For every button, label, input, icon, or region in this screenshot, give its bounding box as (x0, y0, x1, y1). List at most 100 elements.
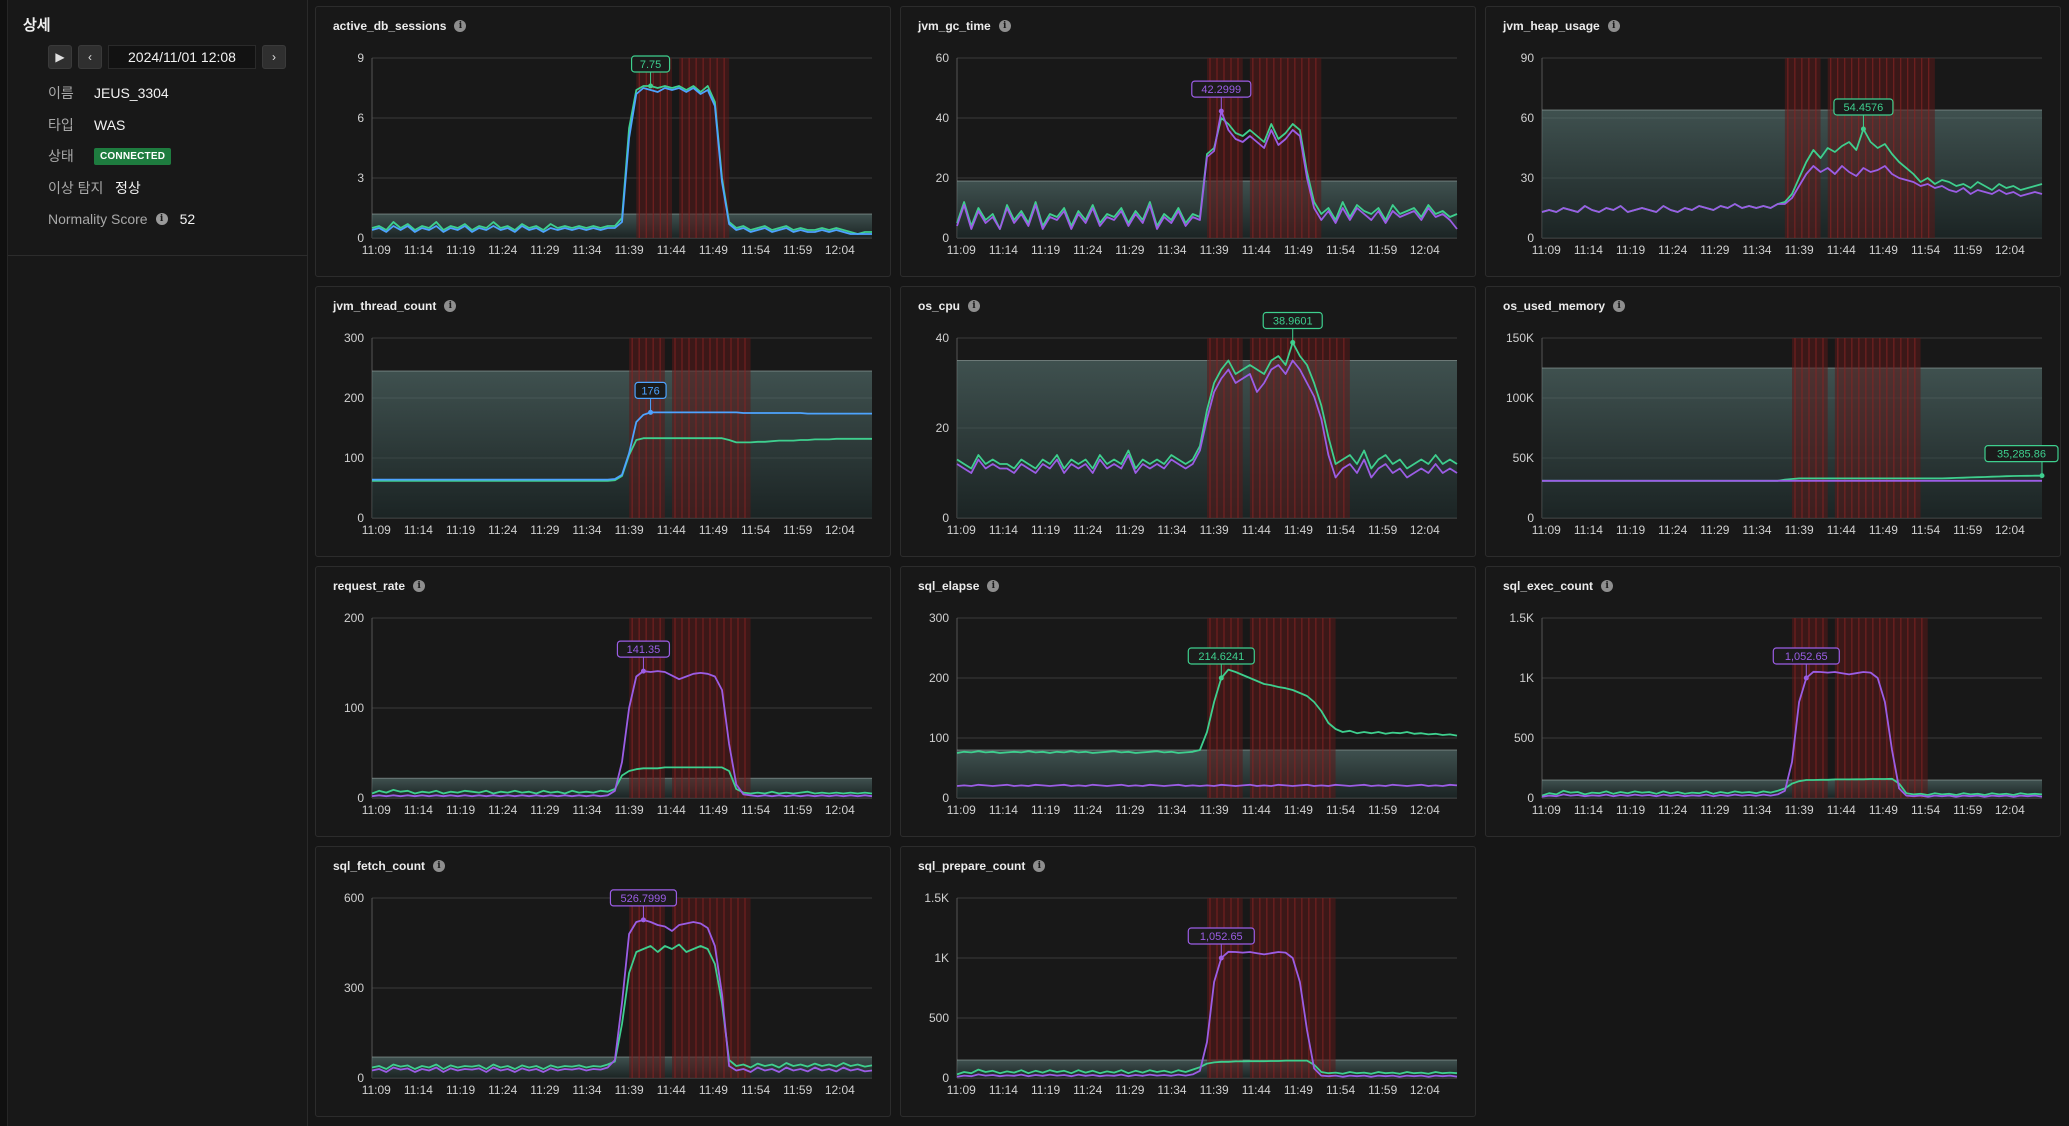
previous-button[interactable]: ‹ (78, 45, 102, 69)
y-tick-label: 6 (357, 111, 364, 125)
x-tick-label: 11:44 (1242, 523, 1271, 537)
x-tick-label: 12:04 (825, 1083, 855, 1097)
x-tick-label: 12:04 (825, 523, 855, 537)
y-tick-label: 0 (942, 791, 949, 805)
play-icon: ▶ (55, 50, 65, 64)
y-tick-label: 100 (929, 731, 949, 745)
x-tick-label: 11:59 (783, 523, 812, 537)
y-tick-label: 90 (1521, 51, 1535, 65)
x-tick-label: 11:29 (530, 243, 559, 257)
peak-point (1860, 126, 1866, 132)
series-line-1 (956, 668, 1458, 754)
peak-point (648, 409, 654, 415)
x-tick-label: 11:19 (446, 243, 475, 257)
play-button[interactable]: ▶ (48, 45, 72, 69)
x-tick-label: 11:54 (1911, 243, 1940, 257)
chart-svg: 0 500 1K 1.5K 11:09 11:14 11:19 11:24 11:29 11:34… (1509, 611, 2043, 817)
name-label: 이름 (48, 85, 74, 101)
series-line-2 (956, 783, 1458, 787)
info-icon[interactable]: i (454, 20, 467, 32)
x-tick-label: 12:04 (1995, 243, 2025, 257)
info-icon[interactable]: i (1607, 20, 1620, 32)
y-tick-label: 0 (942, 511, 949, 525)
x-tick-label: 11:14 (404, 243, 433, 257)
x-tick-label: 11:34 (1742, 523, 1771, 537)
peak-tooltip (1262, 311, 1323, 330)
y-tick-label: 30 (1521, 171, 1535, 185)
peak-value-label: 214.6241 (1198, 651, 1244, 663)
y-tick-label: 300 (344, 331, 364, 345)
x-tick-label: 11:24 (1073, 803, 1102, 817)
info-icon[interactable]: i (998, 20, 1011, 32)
series-line-2 (372, 411, 872, 481)
info-icon[interactable]: i (444, 300, 457, 312)
anomaly-region (1207, 898, 1243, 1078)
series-line-1 (1541, 777, 2043, 797)
y-tick-label: 0 (942, 1071, 949, 1085)
x-tick-label: 11:54 (741, 1083, 770, 1097)
series-line-1 (371, 943, 873, 1070)
series-line-1 (371, 766, 873, 795)
x-tick-label: 12:04 (1410, 243, 1440, 257)
info-icon[interactable]: i (1601, 580, 1614, 592)
x-tick-label: 11:29 (1115, 243, 1144, 257)
x-tick-label: 11:09 (947, 243, 976, 257)
y-tick-label: 0 (357, 511, 364, 525)
anomaly-region (629, 898, 665, 1078)
y-tick-label: 1.5K (924, 891, 949, 905)
info-icon[interactable]: i (433, 860, 446, 872)
peak-value-label: 1,052.65 (1785, 651, 1828, 663)
x-tick-label: 11:29 (530, 1083, 559, 1097)
y-tick-label: 200 (344, 391, 364, 405)
anomaly-region (1249, 898, 1336, 1078)
anomaly-region (672, 338, 751, 518)
info-icon[interactable]: i (1613, 300, 1626, 312)
x-tick-label: 11:44 (1242, 1083, 1271, 1097)
peak-point (640, 917, 646, 923)
x-tick-label: 11:24 (1658, 243, 1687, 257)
x-tick-label: 11:09 (362, 523, 391, 537)
peak-point (1290, 340, 1296, 345)
x-tick-label: 11:09 (1532, 803, 1561, 817)
x-tick-label: 12:04 (1410, 1083, 1440, 1097)
series-line-2 (371, 87, 872, 235)
normality-row: Normality Score i 52 (48, 211, 195, 227)
y-tick-label: 20 (936, 421, 950, 435)
panel-title: sql_elapse i (918, 579, 1000, 593)
info-icon[interactable]: i (987, 580, 1000, 592)
anomaly-region (1249, 58, 1322, 238)
x-tick-label: 11:14 (989, 803, 1018, 817)
peak-point (640, 668, 646, 674)
next-button[interactable]: › (262, 45, 286, 69)
y-tick-label: 0 (942, 231, 949, 245)
info-icon[interactable]: i (155, 213, 168, 225)
x-tick-label: 11:24 (1073, 243, 1102, 257)
y-tick-label: 0 (357, 1071, 364, 1085)
left-edge-strip (0, 0, 8, 1126)
info-icon[interactable]: i (1033, 860, 1046, 872)
x-tick-label: 11:19 (1031, 803, 1060, 817)
status-row: 상태 CONNECTED (48, 146, 172, 166)
info-icon[interactable]: i (413, 580, 426, 592)
x-tick-label: 11:09 (362, 243, 391, 257)
x-tick-label: 11:09 (947, 1083, 976, 1097)
x-tick-label: 11:44 (1827, 803, 1856, 817)
peak-tooltip (616, 640, 671, 658)
anomaly-region (1249, 338, 1350, 518)
panel-title: sql_prepare_count i (918, 859, 1046, 873)
anomaly-region (1792, 338, 1828, 518)
x-tick-label: 11:29 (1700, 243, 1729, 257)
x-tick-label: 12:04 (825, 243, 855, 257)
panel-title-text: sql_exec_count (1503, 579, 1594, 593)
info-icon[interactable]: i (968, 300, 981, 312)
x-tick-label: 11:24 (1073, 523, 1102, 537)
series-line-2 (956, 950, 1458, 1078)
panel-title-text: active_db_sessions (333, 19, 447, 33)
metric-panel-os-cpu: 0 20 40 11:09 11:14 11:19 11:24 11:29 11:34 11:39… (900, 286, 1476, 557)
y-tick-label: 600 (344, 891, 364, 905)
peak-tooltip (630, 55, 671, 73)
x-tick-label: 11:19 (1616, 803, 1645, 817)
anomaly-region (672, 898, 751, 1078)
datetime-display[interactable]: 2024/11/01 12:08 (108, 45, 256, 69)
chevron-left-icon: ‹ (88, 50, 92, 64)
